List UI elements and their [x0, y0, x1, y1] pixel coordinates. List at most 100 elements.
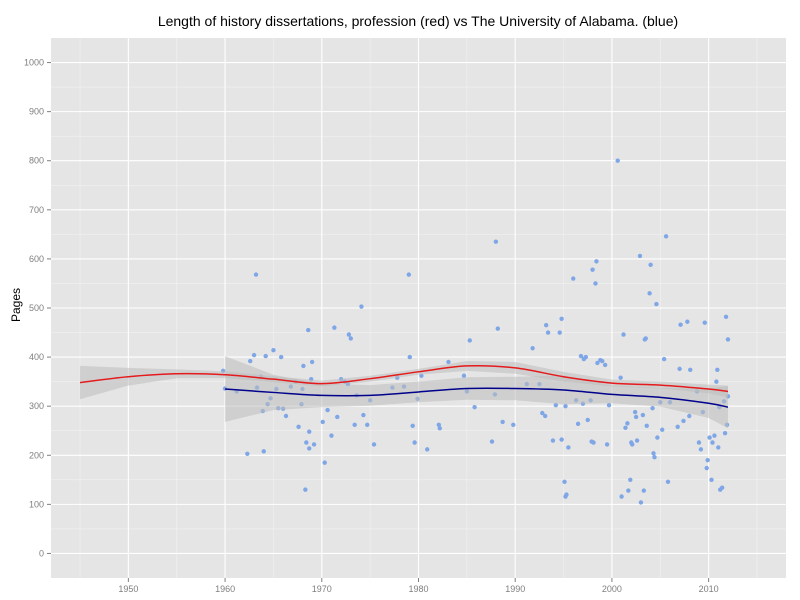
- data-point: [660, 427, 665, 432]
- data-point: [602, 362, 608, 368]
- data-point: [702, 320, 707, 325]
- data-point: [626, 488, 631, 493]
- data-point: [618, 375, 623, 380]
- data-point: [593, 281, 598, 286]
- data-point: [530, 346, 535, 351]
- data-point: [562, 479, 567, 484]
- data-point: [571, 276, 576, 281]
- data-point: [365, 422, 370, 428]
- x-tick-label: 1950: [118, 584, 138, 594]
- data-point: [651, 451, 656, 456]
- data-point: [545, 330, 551, 335]
- confidence-band-1: [80, 361, 728, 400]
- data-point: [648, 262, 653, 267]
- data-point: [604, 442, 610, 447]
- data-point: [278, 354, 284, 360]
- chart-title: Length of history dissertations, profess…: [157, 13, 679, 29]
- data-point: [352, 422, 357, 428]
- data-point: [320, 419, 325, 425]
- data-point: [261, 449, 266, 454]
- data-point: [688, 367, 693, 373]
- data-point: [723, 314, 729, 320]
- data-point: [654, 301, 659, 307]
- y-tick-label: 200: [29, 450, 44, 460]
- data-point: [307, 446, 312, 451]
- data-point: [335, 414, 340, 420]
- data-point: [663, 234, 669, 239]
- x-tick-label: 1990: [505, 584, 525, 594]
- data-point: [559, 437, 564, 442]
- data-point: [500, 419, 505, 425]
- data-point: [248, 358, 253, 364]
- data-point: [678, 322, 683, 327]
- data-point: [410, 423, 415, 429]
- data-point: [332, 325, 337, 330]
- data-point: [704, 465, 709, 471]
- data-point: [467, 338, 472, 343]
- data-point: [665, 479, 671, 484]
- data-point: [633, 414, 639, 420]
- data-point: [716, 445, 721, 450]
- data-point: [615, 158, 620, 163]
- data-point: [655, 435, 660, 440]
- data-point: [361, 412, 366, 418]
- x-tick-label: 1980: [408, 584, 428, 594]
- data-point: [725, 337, 731, 342]
- data-point: [325, 407, 330, 413]
- x-tick-label: 2000: [602, 584, 622, 594]
- data-point: [591, 440, 596, 445]
- data-point: [263, 353, 268, 359]
- data-point: [245, 451, 250, 456]
- data-point: [594, 259, 599, 264]
- data-point: [540, 410, 545, 416]
- y-tick-label: 800: [29, 156, 44, 166]
- data-point: [578, 353, 584, 359]
- data-point: [661, 356, 667, 362]
- data-point: [359, 304, 364, 309]
- data-point: [371, 442, 377, 447]
- data-point: [681, 418, 686, 424]
- y-tick-label: 300: [29, 401, 44, 411]
- data-point: [715, 367, 720, 373]
- y-tick-label: 400: [29, 352, 44, 362]
- y-tick-label: 700: [29, 205, 44, 215]
- data-point: [329, 433, 334, 438]
- data-point: [712, 433, 717, 438]
- data-point: [489, 439, 495, 444]
- data-point: [644, 423, 649, 429]
- data-point: [543, 322, 549, 328]
- data-point: [322, 460, 327, 465]
- data-point: [495, 326, 501, 331]
- data-point: [625, 421, 630, 426]
- data-point: [637, 253, 643, 259]
- data-point: [303, 487, 308, 492]
- y-tick-label: 900: [29, 107, 44, 117]
- x-tick-label: 1970: [312, 584, 332, 594]
- smooth-line-2: [225, 387, 729, 408]
- data-point: [425, 447, 430, 452]
- data-point: [619, 494, 624, 499]
- data-point: [590, 267, 595, 272]
- data-point: [643, 336, 648, 341]
- data-point: [566, 445, 571, 450]
- data-point: [446, 359, 451, 365]
- data-point: [412, 440, 417, 445]
- data-point: [557, 330, 562, 335]
- data-point: [419, 373, 424, 378]
- smooth-line-1: [79, 364, 729, 393]
- data-point: [564, 492, 569, 497]
- data-point: [283, 413, 289, 419]
- data-point: [709, 477, 714, 483]
- data-point: [595, 360, 600, 366]
- data-point: [583, 354, 589, 360]
- data-point: [719, 485, 725, 490]
- data-point: [630, 442, 635, 447]
- data-point: [253, 272, 259, 277]
- data-point: [585, 417, 590, 423]
- data-point: [406, 272, 412, 277]
- data-point: [304, 440, 309, 445]
- data-point: [634, 438, 640, 443]
- data-point: [493, 239, 499, 244]
- data-point: [623, 425, 628, 430]
